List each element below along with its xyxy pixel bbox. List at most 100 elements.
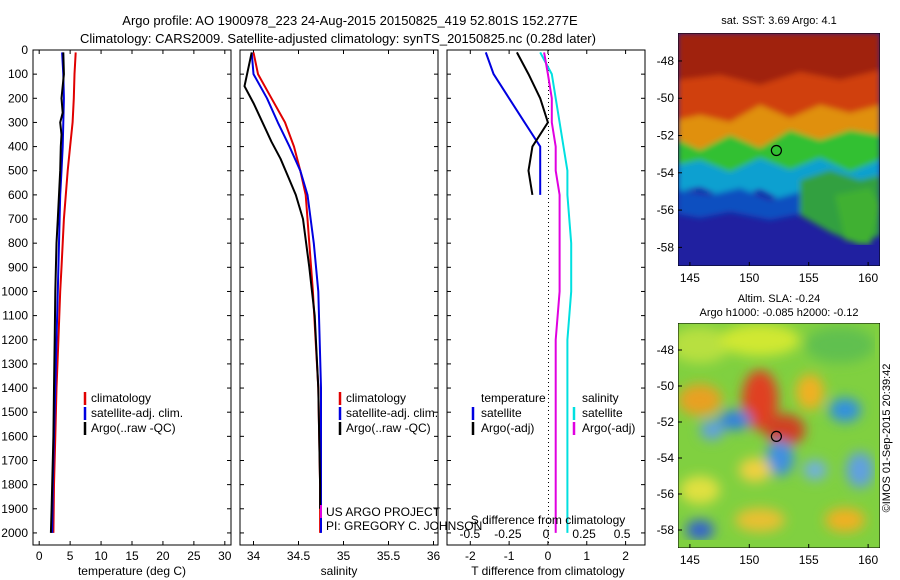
y-tick-label: 300	[8, 115, 28, 129]
legend-label: Argo(..raw -QC)	[346, 421, 431, 435]
map-x-tick-label: 150	[739, 271, 759, 285]
y-tick-label: 1100	[2, 309, 28, 323]
sst-field	[678, 33, 880, 245]
temperature-xlabel: temperature (deg C)	[78, 564, 186, 578]
series-line-argo-adj-	[516, 51, 549, 196]
x-tick-label: 34.5	[287, 549, 311, 563]
x-tick-label: 10	[94, 549, 108, 563]
difference-top-xlabel: S difference from climatology	[471, 513, 626, 527]
sst-map-title: sat. SST: 3.69 Argo: 4.1	[721, 15, 837, 27]
map-y-tick-label: -58	[657, 240, 675, 254]
y-tick-label: 2000	[1, 526, 28, 540]
credit-line2: PI: GREGORY C. JOHNSON	[326, 519, 482, 533]
x-tick-label: 2	[622, 549, 629, 563]
difference-profiles	[484, 51, 573, 533]
temperature-legend: climatology satellite-adj. clim. Argo(..…	[83, 391, 183, 435]
y-tick-label: 1400	[1, 381, 28, 395]
salinity-legend: climatology satellite-adj. clim. Argo(..…	[338, 391, 438, 435]
sla-map-subtitle: Argo h1000: -0.085 h2000: -0.12	[699, 307, 858, 319]
y-tick-label: 1700	[1, 453, 28, 467]
x-tick-label: 34	[247, 549, 261, 563]
x-tick-label: 30	[218, 549, 232, 563]
map-y-tick-label: -54	[657, 451, 675, 465]
map-y-tick-label: -48	[657, 54, 675, 68]
difference-xlabel: T difference from climatology	[471, 564, 625, 578]
difference-panel: -2 -1 0 1 2 -0.5 -0.25 0 0.25 0.5 S difference fr…	[446, 49, 646, 578]
sla-map-title: Altim. SLA: -0.24	[738, 293, 821, 305]
series-line-argo-raw-qc-	[243, 52, 322, 509]
y-tick-label: 1300	[1, 357, 28, 371]
legend-label: Argo(..raw -QC)	[91, 421, 176, 435]
salinity-plot-frame	[239, 49, 439, 546]
map-y-tick-label: -48	[657, 343, 675, 357]
x-tick-label: -2	[465, 549, 476, 563]
x-tick-label: -1	[504, 549, 515, 563]
y-tick-label: 100	[8, 67, 28, 81]
salinity-panel: 34 34.5 35 35.5 36 salinity climatology sate…	[239, 49, 482, 578]
map-y-tick-label: -56	[657, 487, 675, 501]
y-tick-label: 200	[8, 91, 28, 105]
y-tick-label: 1600	[1, 429, 28, 443]
temperature-panel: 0100200300400500600700800900100011001200…	[1, 43, 645, 578]
x-tick-label: 15	[125, 549, 139, 563]
series-line-argo-raw-qc-	[49, 52, 65, 533]
legend-label: satellite-adj. clim.	[91, 406, 183, 420]
map-x-tick-label: 160	[858, 271, 878, 285]
x-tick-label: 0	[545, 549, 552, 563]
map-y-tick-label: -56	[657, 203, 675, 217]
series-line-satellite-adj-clim-	[250, 52, 322, 533]
salinity-x-axis: 34 34.5 35 35.5 36	[247, 50, 441, 563]
x-top-tick-label: -0.5	[460, 527, 481, 541]
header-line1: Argo profile: AO 1900978_223 24-Aug-2015…	[122, 13, 578, 28]
salinity-xlabel: salinity	[321, 564, 358, 578]
y-tick-label: 1000	[1, 284, 28, 298]
x-tick-label: 5	[67, 549, 74, 563]
x-tick-label: 0	[36, 549, 43, 563]
legend-label: Argo(-adj)	[481, 421, 534, 435]
sla-field	[678, 324, 875, 540]
y-tick-label: 900	[8, 260, 28, 274]
map-x-tick-label: 145	[680, 271, 700, 285]
legend-label: climatology	[91, 391, 151, 405]
x-top-tick-label: 0.25	[572, 527, 596, 541]
map-y-tick-label: -50	[657, 91, 675, 105]
x-tick-label: 20	[156, 549, 170, 563]
x-top-tick-label: 0	[543, 527, 550, 541]
legend-label: climatology	[346, 391, 406, 405]
legend-header-temperature: temperature	[481, 391, 546, 405]
sla-map: Altim. SLA: -0.24 Argo h1000: -0.085 h20…	[657, 293, 880, 567]
map-x-tick-label: 155	[799, 271, 819, 285]
temperature-profiles	[49, 52, 77, 533]
x-tick-label: 1	[583, 549, 590, 563]
credit-side-text: ©IMOS 01-Sep-2015 20:39:42	[881, 364, 893, 513]
x-top-tick-label: -0.25	[494, 527, 522, 541]
y-tick-label: 400	[8, 140, 28, 154]
legend-label: Argo(-adj)	[582, 421, 635, 435]
temperature-x-axis: 0 5 10 15 20 25 30	[36, 50, 232, 563]
legend-label: satellite	[481, 406, 522, 420]
x-top-tick-label: 0.5	[614, 527, 631, 541]
difference-legend: temperature salinity satellite Argo(-adj…	[471, 391, 635, 435]
map-x-tick-label: 150	[739, 553, 759, 567]
difference-x-axis: -2 -1 0 1 2 -0.5 -0.25 0 0.25 0.5	[460, 50, 631, 563]
y-tick-label: 500	[8, 164, 28, 178]
legend-header-salinity: salinity	[582, 391, 619, 405]
sla-map-axes: 145 150 155 160 -48 -50 -52 -54 -56 -58	[657, 343, 879, 567]
legend-label: satellite-adj. clim.	[346, 406, 438, 420]
y-tick-label: 800	[8, 236, 28, 250]
map-x-tick-label: 155	[799, 553, 819, 567]
y-tick-label: 0	[21, 43, 28, 57]
x-tick-label: 36	[427, 549, 441, 563]
y-tick-label: 1200	[1, 333, 28, 347]
series-line-climatology	[52, 52, 77, 533]
x-tick-label: 35.5	[377, 549, 401, 563]
x-tick-label: 35	[337, 549, 351, 563]
map-y-tick-label: -52	[657, 415, 675, 429]
series-line-argo-adj-	[543, 52, 561, 533]
y-tick-label: 700	[8, 212, 28, 226]
argo-location-marker	[770, 144, 783, 157]
series-line-satellite	[539, 51, 573, 533]
map-x-tick-label: 145	[680, 553, 700, 567]
y-tick-label: 1500	[1, 405, 28, 419]
series-line-satellite	[484, 52, 542, 195]
